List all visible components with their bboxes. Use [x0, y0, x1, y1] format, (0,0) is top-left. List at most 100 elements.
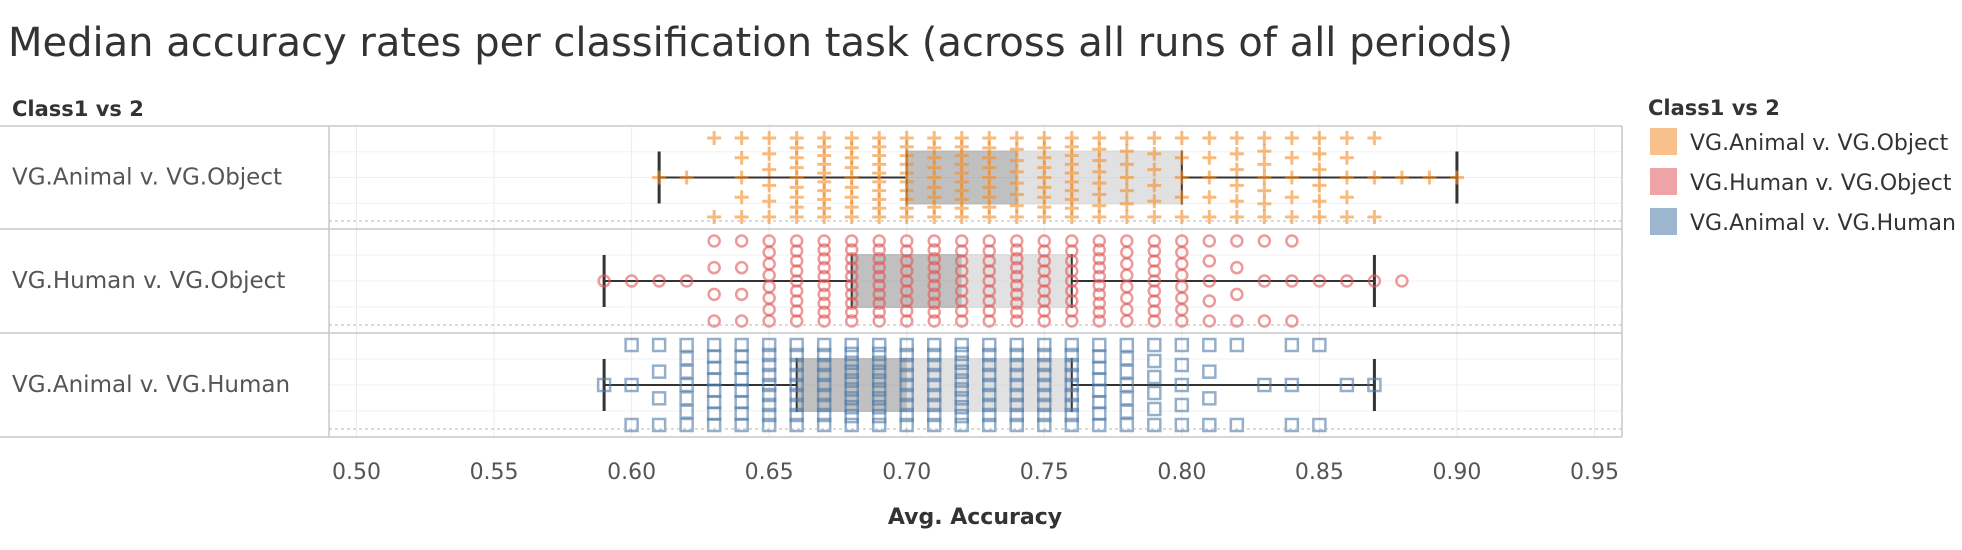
data-point	[871, 382, 887, 397]
data-point	[1257, 234, 1272, 248]
legend-title: Class1 vs 2	[1648, 96, 1780, 120]
series-points	[652, 131, 1464, 224]
data-point	[899, 377, 914, 393]
box-lower-half	[851, 254, 962, 308]
data-point	[734, 150, 749, 165]
x-axis-label: Avg. Accuracy	[888, 505, 1062, 530]
data-point	[926, 357, 942, 373]
data-point	[1092, 305, 1107, 319]
data-point	[1174, 357, 1190, 373]
data-point	[1147, 337, 1162, 353]
data-point	[899, 314, 914, 328]
data-point	[899, 337, 914, 353]
data-point	[1064, 407, 1080, 423]
data-point	[954, 364, 969, 379]
data-point	[1257, 196, 1272, 211]
data-point	[816, 337, 832, 353]
data-point	[597, 274, 611, 288]
data-point	[1119, 404, 1135, 419]
data-point	[1367, 274, 1382, 288]
data-point	[1120, 234, 1134, 248]
data-point	[1037, 407, 1052, 423]
data-point	[816, 367, 832, 383]
data-point	[844, 296, 859, 310]
data-point	[1367, 210, 1382, 224]
data-point	[624, 337, 639, 353]
data-point	[927, 305, 941, 319]
data-point	[817, 260, 831, 275]
data-point	[844, 408, 859, 424]
data-point	[816, 377, 832, 393]
data-point	[679, 391, 694, 406]
data-point	[1174, 170, 1189, 185]
data-point	[927, 296, 941, 310]
data-point	[899, 397, 914, 413]
legend: Class1 vs 2 VG.Animal v. VG.Object VG.Hum…	[1648, 96, 1956, 236]
data-point	[1312, 194, 1327, 209]
data-point	[927, 210, 942, 224]
data-point	[927, 260, 941, 275]
data-point	[789, 387, 804, 403]
data-point	[1174, 417, 1190, 433]
data-point	[1367, 131, 1382, 145]
data-point	[982, 397, 997, 413]
data-point	[816, 387, 832, 403]
row-label: VG.Animal v. VG.Object	[12, 165, 282, 191]
data-point	[707, 287, 721, 302]
data-point	[1202, 210, 1217, 224]
data-point	[1037, 314, 1052, 328]
data-point	[954, 314, 969, 328]
legend-label: VG.Human v. VG.Object	[1690, 171, 1952, 196]
data-point	[1229, 162, 1244, 177]
data-point	[1037, 387, 1052, 403]
data-point	[624, 417, 639, 433]
data-point	[1009, 210, 1024, 224]
data-point	[982, 417, 997, 433]
data-point	[652, 170, 667, 185]
data-point	[817, 305, 831, 319]
data-point	[1010, 305, 1024, 319]
data-point	[954, 355, 969, 371]
data-point	[982, 367, 997, 383]
row-labels: VG.Animal v. VG.Object VG.Human v. VG.Obj…	[12, 165, 290, 399]
data-point	[817, 296, 831, 310]
data-point	[1312, 274, 1327, 288]
data-point	[651, 364, 667, 379]
data-point	[1119, 144, 1134, 159]
data-point	[844, 278, 859, 293]
data-point	[1037, 417, 1052, 433]
data-point	[707, 131, 722, 145]
legend-swatch	[1650, 128, 1677, 155]
data-point	[844, 252, 859, 266]
data-point	[1284, 170, 1299, 185]
series-points	[597, 234, 1409, 328]
data-point	[1147, 314, 1162, 328]
data-point	[762, 162, 777, 177]
data-point	[899, 210, 914, 224]
data-point	[982, 377, 997, 393]
data-point	[871, 408, 887, 424]
data-point	[1009, 417, 1025, 433]
data-point	[651, 337, 667, 353]
data-point	[761, 397, 777, 413]
data-point	[1284, 210, 1299, 224]
data-point	[1064, 397, 1080, 413]
data-point	[1119, 391, 1135, 406]
data-point	[761, 347, 777, 363]
data-point	[1119, 210, 1134, 224]
x-tick-label: 0.80	[1157, 460, 1206, 485]
data-point	[1175, 314, 1189, 328]
data-point	[1092, 287, 1107, 302]
data-point	[1339, 131, 1354, 145]
data-point	[734, 260, 749, 275]
data-point	[1202, 190, 1217, 205]
data-point	[1037, 377, 1052, 393]
data-point	[1119, 157, 1134, 172]
data-point	[1147, 210, 1162, 224]
data-point	[954, 408, 969, 424]
data-point	[1010, 314, 1024, 328]
data-point	[954, 210, 969, 224]
data-point	[899, 417, 914, 433]
data-point	[1009, 377, 1025, 393]
data-point	[1202, 150, 1217, 165]
